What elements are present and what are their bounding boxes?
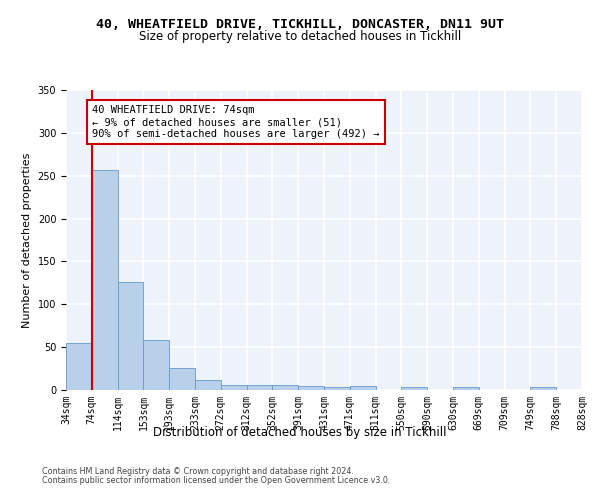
Bar (195, 380, 221, 390)
Text: 40, WHEATFIELD DRIVE, TICKHILL, DONCASTER, DN11 9UT: 40, WHEATFIELD DRIVE, TICKHILL, DONCASTE… (96, 18, 504, 30)
Bar (92, 170, 118, 390)
Bar (298, 386, 324, 390)
Bar (324, 388, 350, 390)
Text: Contains public sector information licensed under the Open Government Licence v3: Contains public sector information licen… (42, 476, 391, 485)
Bar (401, 386, 427, 390)
Text: Size of property relative to detached houses in Tickhill: Size of property relative to detached ho… (139, 30, 461, 43)
Bar (272, 385, 298, 390)
Bar (530, 388, 556, 390)
Text: Contains HM Land Registry data © Crown copyright and database right 2024.: Contains HM Land Registry data © Crown c… (42, 467, 354, 476)
Text: Distribution of detached houses by size in Tickhill: Distribution of detached houses by size … (153, 426, 447, 439)
Bar (221, 385, 247, 390)
Bar (169, 368, 195, 390)
Bar (66, 343, 92, 390)
Bar (453, 388, 479, 390)
Bar (247, 385, 272, 390)
Bar (118, 282, 143, 390)
Y-axis label: Number of detached properties: Number of detached properties (22, 152, 32, 328)
Bar (350, 386, 376, 390)
Bar (143, 340, 169, 390)
Text: 40 WHEATFIELD DRIVE: 74sqm
← 9% of detached houses are smaller (51)
90% of semi-: 40 WHEATFIELD DRIVE: 74sqm ← 9% of detac… (92, 106, 379, 138)
